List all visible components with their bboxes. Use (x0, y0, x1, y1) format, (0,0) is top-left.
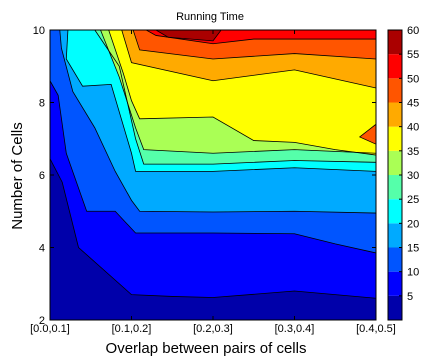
colorbar-tick-label: 60 (407, 25, 419, 37)
y-tick-label: 2 (39, 315, 45, 327)
contour-band-11 (155, 30, 222, 41)
colorbar-tick-label: 40 (407, 122, 419, 134)
contour-line-25 (94, 29, 377, 165)
colorbar-tick-label: 25 (407, 194, 419, 206)
x-tick-label: [0.2,0.3] (193, 323, 233, 335)
colorbar-tick-label: 15 (407, 243, 419, 255)
colorbar-tick-label: 55 (407, 49, 419, 61)
colorbar-band (388, 126, 402, 151)
colorbar-band (388, 78, 402, 103)
contour-line-20 (65, 29, 377, 172)
colorbar-tick-label: 35 (407, 146, 419, 158)
colorbar-tick-label: 5 (407, 291, 413, 303)
x-tick-label: [0.4,0.5] (356, 323, 396, 335)
y-axis-ticks: 2 4 6 8 10 (33, 25, 376, 327)
x-axis-ticks: [0.0,0.1] [0.1,0.2] [0.2,0.3] [0.3,0.4] [0.4… (30, 30, 396, 335)
contour-line-15 (59, 29, 377, 214)
colorbar-band (388, 199, 402, 224)
colorbar-band (388, 150, 402, 175)
y-axis-label: Number of Cells (9, 122, 26, 230)
colorbar-band (388, 247, 402, 272)
contour-line-40 (121, 29, 377, 89)
colorbar-band (388, 102, 402, 127)
colorbar-band (388, 271, 402, 296)
colorbar-tick-label: 20 (407, 218, 419, 230)
x-tick-label: [0.3,0.4] (275, 323, 315, 335)
colorbar-tick-label: 45 (407, 98, 419, 110)
plot-area (49, 29, 377, 321)
x-axis-label: Overlap between pairs of cells (106, 340, 307, 357)
chart-title: Running Time (176, 11, 244, 23)
y-tick-label: 8 (39, 98, 45, 110)
colorbar-band (388, 295, 402, 320)
contour-line-30 (100, 29, 377, 154)
colorbar-tick-label: 30 (407, 170, 419, 182)
y-tick-label: 4 (39, 243, 45, 255)
contour-line-55 (155, 29, 222, 42)
contour-line-10 (49, 80, 377, 254)
x-tick-label: [0.0,0.1] (30, 323, 70, 335)
contour-line-5 (49, 158, 377, 299)
contour-line-35 (108, 29, 377, 156)
colorbar-band (388, 30, 402, 55)
y-tick-label: 10 (33, 25, 45, 37)
colorbar: 5 10 15 20 25 30 35 40 45 50 55 60 (387, 25, 419, 321)
contour-line-45 (132, 29, 377, 60)
colorbar-band (388, 54, 402, 79)
x-tick-label: [0.1,0.2] (112, 323, 152, 335)
contour-line-50 (145, 29, 376, 45)
y-tick-label: 6 (39, 170, 45, 182)
colorbar-tick-label: 50 (407, 73, 419, 85)
colorbar-band (388, 223, 402, 248)
colorbar-band (388, 175, 402, 200)
colorbar-tick-label: 10 (407, 267, 419, 279)
